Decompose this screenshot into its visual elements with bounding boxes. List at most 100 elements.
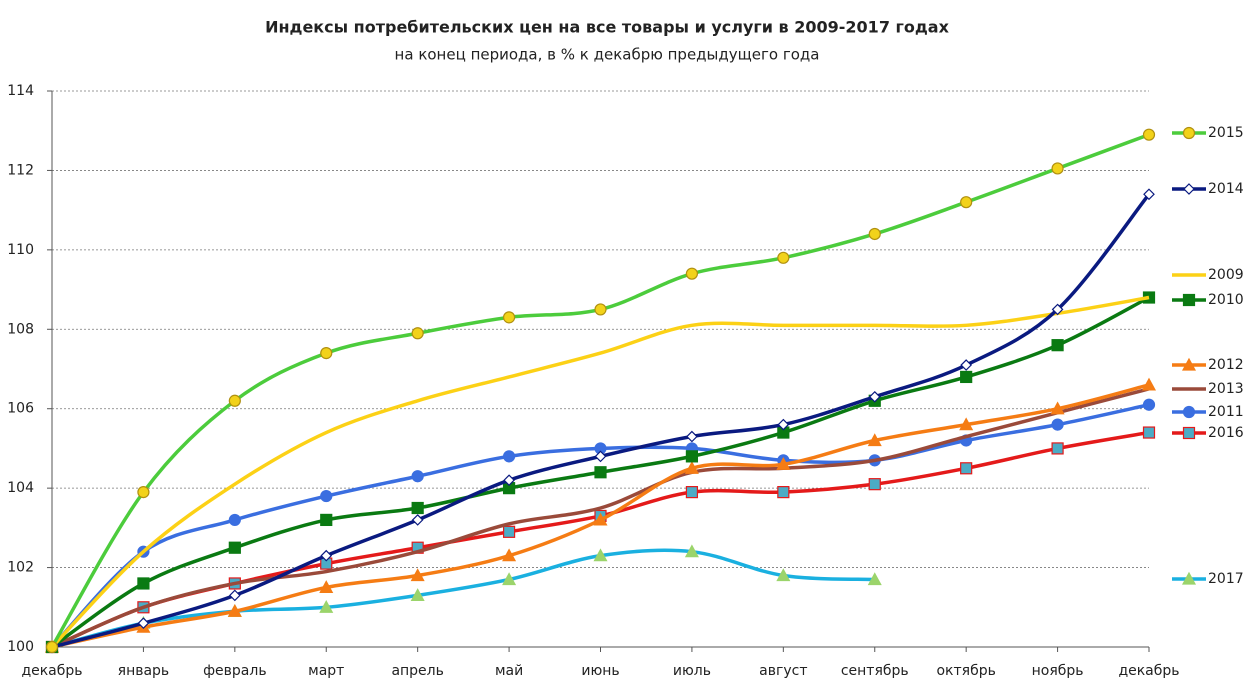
marker — [868, 390, 881, 403]
x-tick-label: сентябрь — [841, 663, 909, 679]
legend-marker — [1182, 426, 1196, 440]
legend-label: 2014 — [1208, 181, 1244, 197]
marker — [411, 514, 424, 526]
x-tick-label: февраль — [203, 663, 267, 679]
marker — [45, 640, 59, 654]
marker — [1141, 377, 1157, 391]
legend-label: 2011 — [1208, 404, 1244, 420]
marker — [868, 227, 881, 241]
x-tick-label: ноябрь — [1032, 663, 1084, 679]
marker — [137, 577, 150, 590]
marker — [228, 541, 241, 554]
legend-label: 2009 — [1208, 267, 1244, 283]
legend-label: 2015 — [1208, 125, 1244, 141]
y-tick-label: 108 — [7, 321, 34, 337]
marker — [1051, 303, 1064, 316]
marker — [868, 478, 881, 491]
legend-marker — [1182, 405, 1196, 419]
marker — [227, 604, 242, 617]
marker — [502, 525, 516, 538]
x-tick-label: декабрь — [1118, 663, 1179, 679]
marker — [684, 461, 699, 474]
marker — [960, 359, 973, 371]
y-tick-label: 104 — [7, 480, 34, 496]
marker — [1051, 442, 1064, 455]
marker — [502, 548, 517, 562]
marker — [228, 513, 241, 527]
marker — [228, 394, 241, 407]
marker — [137, 617, 150, 630]
marker — [960, 196, 973, 209]
marker — [776, 568, 791, 582]
marker — [411, 501, 424, 515]
x-tick-label: июнь — [581, 663, 619, 679]
marker — [319, 600, 334, 613]
x-tick-label: октябрь — [936, 663, 995, 679]
marker — [137, 486, 150, 499]
marker — [1142, 426, 1156, 439]
legend-marker — [1183, 183, 1195, 195]
x-tick-label: июль — [673, 663, 711, 679]
x-tick-label: март — [308, 663, 344, 679]
marker — [867, 572, 882, 586]
series-line — [50, 403, 1150, 649]
marker — [1143, 188, 1155, 201]
marker — [593, 548, 608, 562]
series-line — [50, 295, 1150, 649]
marker — [686, 430, 698, 443]
marker — [684, 544, 699, 558]
marker — [1142, 398, 1156, 411]
marker — [777, 486, 790, 499]
marker — [320, 549, 333, 562]
x-tick-label: апрель — [391, 663, 443, 679]
marker — [593, 512, 608, 526]
marker — [1050, 401, 1065, 415]
legend-marker — [1182, 293, 1196, 307]
marker — [411, 327, 424, 340]
legend-marker — [1181, 357, 1197, 371]
marker — [1051, 162, 1064, 175]
marker — [867, 433, 882, 447]
x-tick-label: декабрь — [21, 663, 82, 679]
marker — [594, 303, 607, 316]
marker — [319, 580, 334, 594]
marker — [502, 450, 516, 463]
marker — [1142, 128, 1156, 141]
marker — [594, 450, 607, 463]
x-tick-label: январь — [118, 663, 170, 679]
x-tick-label: май — [495, 663, 523, 679]
legend-label: 2010 — [1208, 292, 1244, 308]
marker — [503, 474, 515, 487]
marker — [594, 466, 607, 479]
marker — [228, 589, 241, 602]
y-tick-label: 110 — [7, 242, 34, 258]
marker — [411, 470, 424, 483]
marker — [959, 417, 974, 431]
marker — [320, 489, 333, 503]
marker — [320, 513, 333, 527]
marker — [685, 450, 699, 463]
marker — [960, 462, 973, 475]
marker — [685, 267, 699, 280]
legend-label: 2013 — [1208, 381, 1244, 397]
marker — [410, 568, 425, 582]
series-line — [50, 133, 1150, 648]
marker — [502, 572, 517, 586]
series-line — [51, 387, 1150, 649]
y-tick-label: 106 — [7, 401, 34, 417]
marker — [777, 251, 790, 264]
x-tick-label: август — [759, 663, 807, 679]
marker — [685, 486, 699, 499]
legend-label: 2016 — [1208, 425, 1244, 441]
marker — [320, 347, 333, 360]
legend-marker — [1182, 126, 1196, 140]
legend-label: 2012 — [1208, 357, 1244, 373]
marker — [410, 588, 425, 601]
y-tick-label: 112 — [7, 162, 34, 178]
marker — [1051, 418, 1064, 431]
marker — [777, 418, 790, 431]
chart-title: Индексы потребительских цен на все товар… — [265, 18, 950, 37]
marker — [502, 311, 516, 324]
y-tick-label: 100 — [7, 639, 34, 655]
